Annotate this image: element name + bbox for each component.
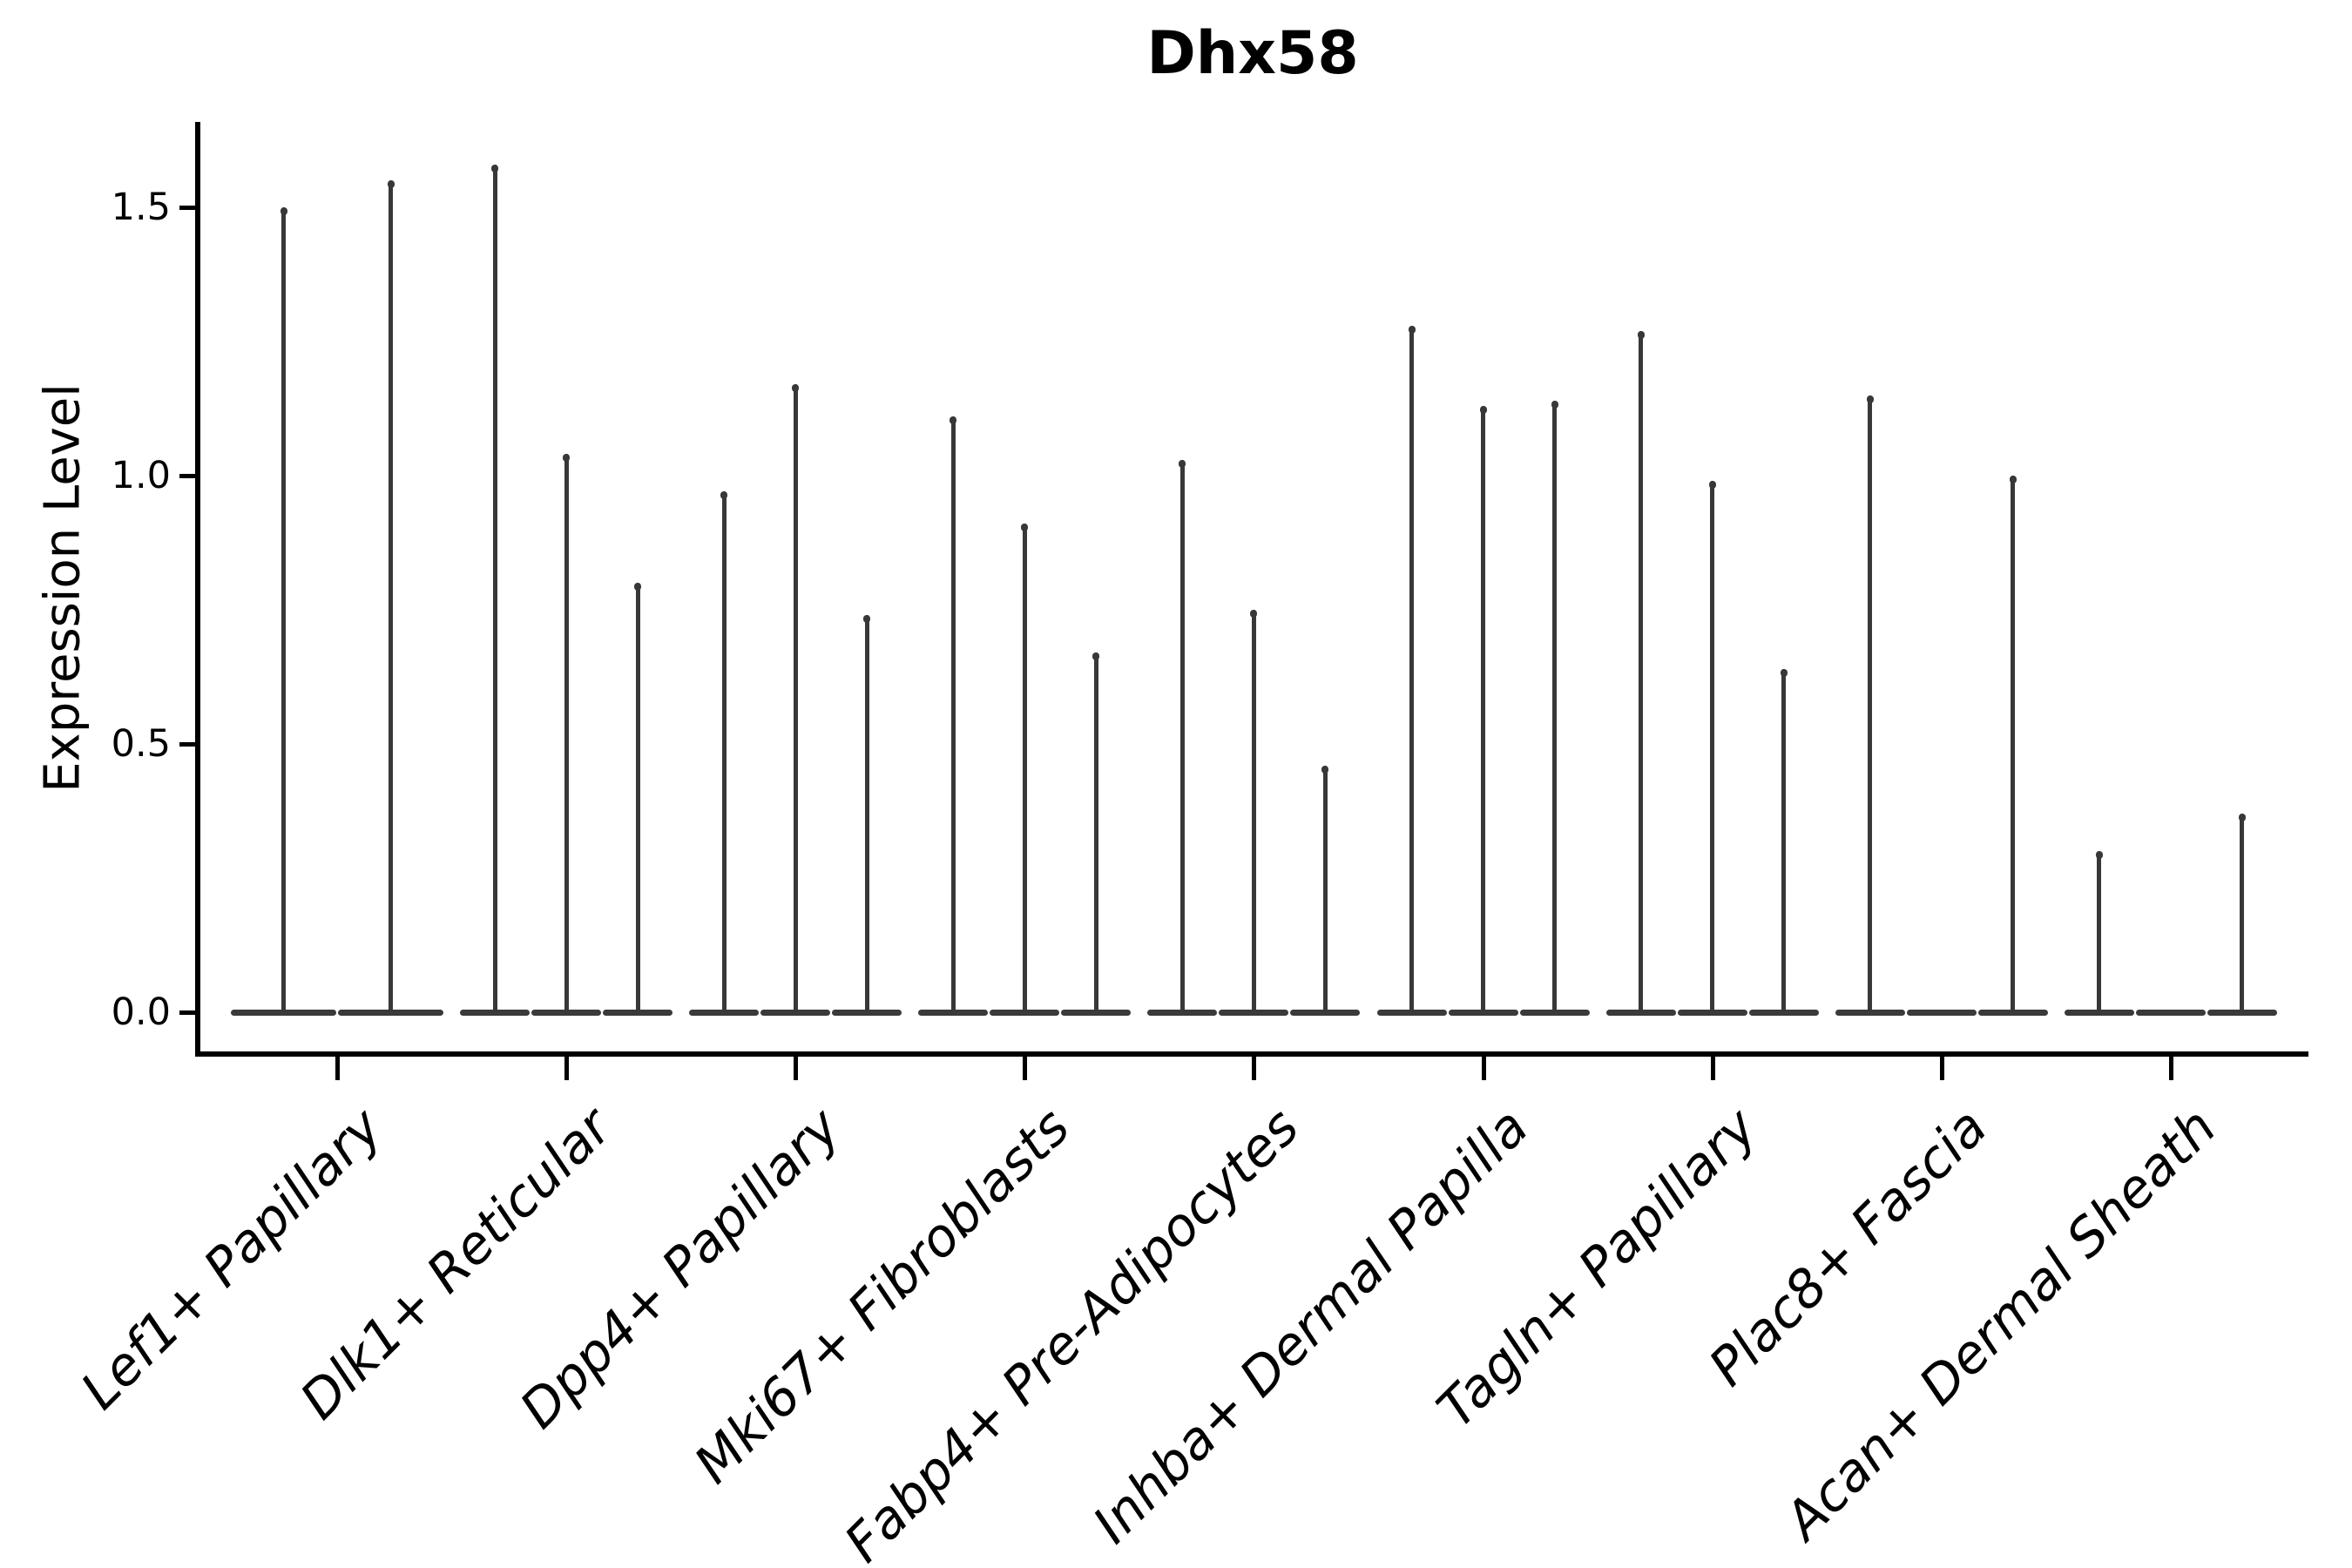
violin-base [1677,1009,1747,1016]
y-tick-label: 0.5 [111,722,171,766]
y-tick-mark [179,474,195,478]
violin-max-spike [1179,459,1185,1012]
y-tick-label: 1.0 [111,454,171,497]
violin-max-spike [1710,481,1715,1012]
violin-base [1835,1009,1905,1016]
violin-max-spike [950,416,956,1012]
x-tick-mark [1023,1056,1028,1080]
violin-max-spike [2240,814,2245,1012]
violin-max-spike [864,615,869,1012]
x-tick-mark [335,1056,340,1080]
violin-max-spike [281,207,286,1012]
violin-max-spike [492,164,497,1012]
x-tick-mark [564,1056,570,1080]
violin-max-spike [1093,652,1098,1012]
violin-max-spike [721,491,727,1012]
violin-base [1906,1009,1977,1016]
violin-base [1519,1009,1590,1016]
violin-max-spike [1639,330,1644,1012]
violin-max-spike [1022,524,1027,1012]
violin-max-spike [1552,400,1557,1012]
violin-base [1290,1009,1361,1016]
y-tick-mark [179,742,195,747]
x-tick-mark [1481,1056,1486,1080]
violin-base [990,1009,1060,1016]
violin-base [2064,1009,2134,1016]
violin-max-spike [793,384,798,1012]
violin-base [1977,1009,2048,1016]
violin-base [460,1009,531,1016]
x-tick-label: Inhba+ Dermal Papilla [1081,1097,1540,1556]
x-tick-mark [1710,1056,1715,1080]
violin-max-spike [1781,668,1787,1012]
x-tick-mark [1939,1056,1944,1080]
violin-base [338,1009,443,1016]
violin-base [689,1009,760,1016]
violin-base [1448,1009,1518,1016]
x-tick-label: Fabp4+ Pre-Adipocytes [833,1097,1311,1568]
violin-base [1748,1009,1819,1016]
violin-max-spike [2011,476,2016,1012]
violin-max-spike [1481,405,1485,1012]
violin-base [1147,1009,1218,1016]
x-tick-label: Acan+ Dermal Sheath [1773,1097,2228,1552]
y-axis-line [195,122,200,1057]
violin-max-spike [1322,765,1328,1012]
violin-max-spike [389,180,393,1012]
violin-base [1219,1009,1289,1016]
violin-base [832,1009,902,1016]
y-tick-label: 1.5 [111,186,171,229]
chart-title: Dhx58 [1146,19,1359,88]
violin-max-spike [1868,395,1873,1012]
y-tick-mark [179,206,195,210]
x-tick-mark [2168,1056,2173,1080]
violin-base [2135,1009,2206,1016]
violin-max-spike [635,583,640,1012]
violin-base [2207,1009,2277,1016]
violin-base [603,1009,673,1016]
violin-base [231,1009,336,1016]
y-tick-mark [179,1010,195,1015]
x-tick-label: Mki67+ Fibroblasts [683,1097,1082,1496]
violin-max-spike [1409,325,1414,1012]
violin-base [531,1009,602,1016]
violin-base [1605,1009,1676,1016]
violin-max-spike [564,454,569,1012]
x-axis-line [195,1051,2308,1057]
violin-max-spike [1251,610,1256,1012]
violin-base [1376,1009,1447,1016]
violin-base [1061,1009,1132,1016]
x-tick-mark [1252,1056,1257,1080]
y-tick-label: 0.0 [111,990,171,1034]
violin-base [760,1009,831,1016]
x-tick-mark [794,1056,799,1080]
violin-base [918,1009,989,1016]
violin-max-spike [2097,851,2102,1012]
